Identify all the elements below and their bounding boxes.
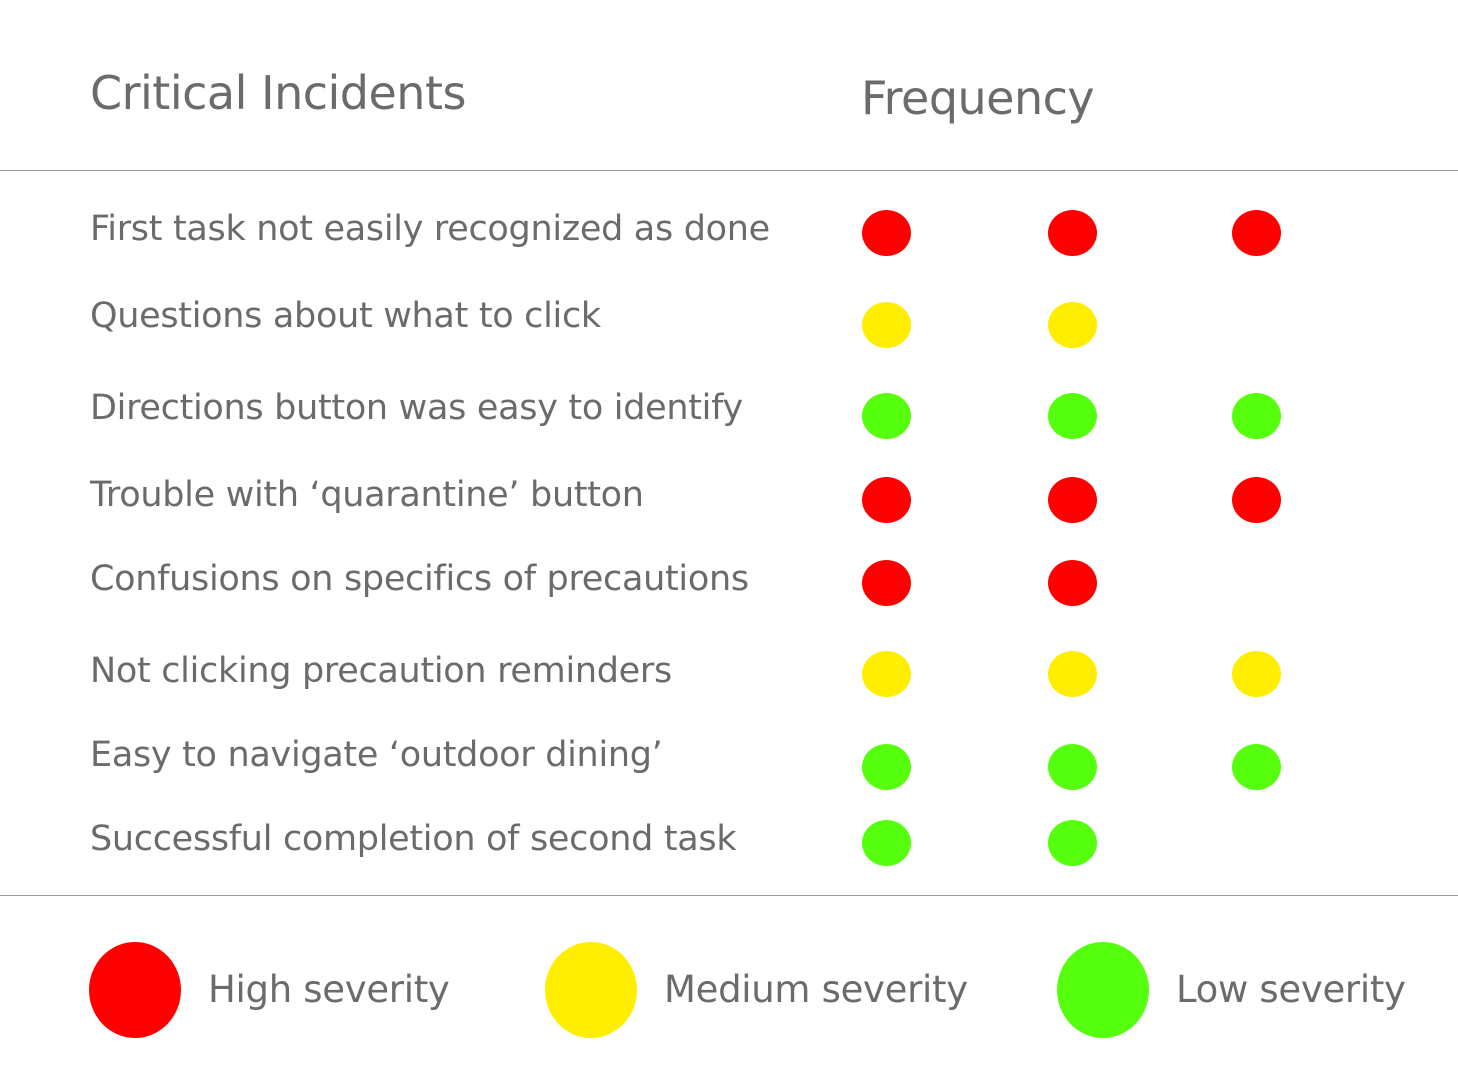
- severity-dot-high: [1232, 210, 1281, 256]
- legend-swatch-medium: [545, 942, 637, 1038]
- legend-swatch-high: [89, 942, 181, 1038]
- severity-dot-low: [862, 393, 911, 439]
- severity-dot-high: [862, 560, 911, 606]
- severity-dot-medium: [1048, 651, 1097, 697]
- incident-label: Questions about what to click: [90, 296, 601, 336]
- severity-dot-low: [1048, 820, 1097, 866]
- severity-dot-low: [1048, 393, 1097, 439]
- incident-label: Not clicking precaution reminders: [90, 651, 672, 691]
- incident-label: First task not easily recognized as done: [90, 209, 770, 249]
- incidents-column-title: Critical Incidents: [90, 66, 466, 120]
- incident-label: Trouble with ‘quarantine’ button: [90, 475, 644, 515]
- severity-dot-medium: [862, 651, 911, 697]
- frequency-column-title: Frequency: [861, 71, 1095, 125]
- incident-label: Confusions on specifics of precautions: [90, 559, 749, 599]
- severity-dot-high: [862, 477, 911, 523]
- severity-dot-high: [1048, 477, 1097, 523]
- legend-label-high: High severity: [208, 968, 450, 1011]
- severity-dot-low: [862, 744, 911, 790]
- severity-dot-medium: [1232, 651, 1281, 697]
- legend-label-low: Low severity: [1176, 968, 1406, 1011]
- incident-label: Easy to navigate ‘outdoor dining’: [90, 735, 663, 775]
- severity-dot-high: [1232, 477, 1281, 523]
- severity-dot-low: [1232, 744, 1281, 790]
- severity-dot-low: [862, 820, 911, 866]
- severity-dot-high: [1048, 560, 1097, 606]
- legend-label-medium: Medium severity: [664, 968, 968, 1011]
- incident-label: Directions button was easy to identify: [90, 388, 743, 428]
- severity-dot-low: [1232, 393, 1281, 439]
- severity-dot-high: [1048, 210, 1097, 256]
- severity-dot-low: [1048, 744, 1097, 790]
- severity-dot-medium: [862, 302, 911, 348]
- legend-swatch-low: [1057, 942, 1149, 1038]
- severity-dot-medium: [1048, 302, 1097, 348]
- top-divider: [0, 170, 1458, 171]
- bottom-divider: [0, 895, 1458, 896]
- severity-dot-high: [862, 210, 911, 256]
- incident-label: Successful completion of second task: [90, 819, 737, 859]
